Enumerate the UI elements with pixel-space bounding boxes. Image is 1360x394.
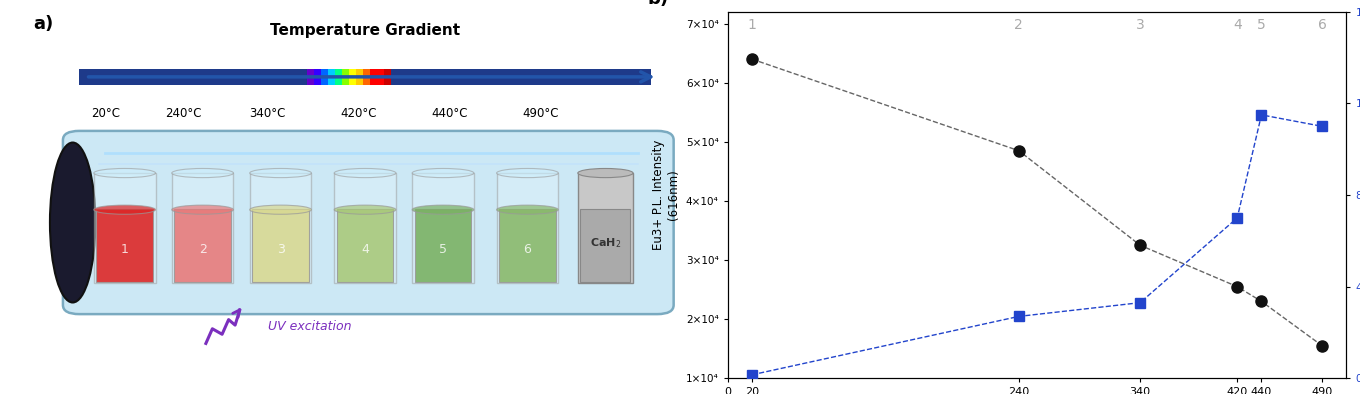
Bar bbox=[363, 69, 370, 85]
Text: a): a) bbox=[34, 15, 54, 33]
Text: 2: 2 bbox=[1015, 18, 1023, 32]
Bar bbox=[174, 208, 231, 282]
Ellipse shape bbox=[412, 169, 473, 178]
Ellipse shape bbox=[250, 205, 311, 214]
Bar bbox=[415, 208, 472, 282]
Text: 3: 3 bbox=[1136, 18, 1145, 32]
Ellipse shape bbox=[496, 205, 559, 214]
Bar bbox=[356, 69, 363, 85]
Bar bbox=[412, 173, 473, 283]
FancyBboxPatch shape bbox=[63, 131, 673, 314]
Bar bbox=[328, 69, 335, 85]
Bar bbox=[348, 69, 356, 85]
Y-axis label: Eu3+ P.L. Intensity
(616nm): Eu3+ P.L. Intensity (616nm) bbox=[653, 140, 680, 250]
Text: 240°C: 240°C bbox=[165, 107, 201, 120]
Bar bbox=[321, 69, 328, 85]
Ellipse shape bbox=[171, 169, 234, 178]
Bar bbox=[377, 69, 384, 85]
Ellipse shape bbox=[335, 205, 396, 214]
Text: 20°C: 20°C bbox=[91, 107, 120, 120]
Bar bbox=[306, 69, 314, 85]
Bar bbox=[171, 173, 234, 283]
Bar bbox=[499, 208, 556, 282]
Ellipse shape bbox=[250, 169, 311, 178]
Bar bbox=[79, 69, 651, 85]
Text: 420°C: 420°C bbox=[340, 107, 377, 120]
Bar bbox=[253, 208, 309, 282]
Bar bbox=[314, 69, 321, 85]
Ellipse shape bbox=[578, 169, 632, 178]
Bar bbox=[384, 69, 392, 85]
Text: 440°C: 440°C bbox=[431, 107, 468, 120]
Bar bbox=[250, 173, 311, 283]
Bar bbox=[94, 173, 155, 283]
Bar bbox=[337, 208, 393, 282]
Text: 6: 6 bbox=[524, 243, 532, 256]
Text: CaH$_2$: CaH$_2$ bbox=[590, 236, 622, 249]
Bar bbox=[370, 69, 377, 85]
Bar bbox=[578, 173, 632, 283]
Ellipse shape bbox=[171, 205, 234, 214]
Bar bbox=[335, 173, 396, 283]
Bar bbox=[581, 208, 631, 282]
Text: 1: 1 bbox=[748, 18, 756, 32]
Ellipse shape bbox=[94, 169, 155, 178]
Text: 340°C: 340°C bbox=[249, 107, 286, 120]
Text: UV excitation: UV excitation bbox=[268, 320, 351, 333]
Text: 1: 1 bbox=[121, 243, 129, 256]
Text: 2: 2 bbox=[199, 243, 207, 256]
Bar bbox=[97, 208, 152, 282]
Ellipse shape bbox=[50, 143, 95, 303]
Text: Temperature Gradient: Temperature Gradient bbox=[271, 23, 460, 38]
Text: 4: 4 bbox=[362, 243, 369, 256]
Text: 3: 3 bbox=[276, 243, 284, 256]
Text: 5: 5 bbox=[439, 243, 447, 256]
Text: 490°C: 490°C bbox=[522, 107, 559, 120]
Ellipse shape bbox=[496, 169, 559, 178]
Text: 6: 6 bbox=[1318, 18, 1326, 32]
Ellipse shape bbox=[412, 205, 473, 214]
Bar bbox=[335, 69, 341, 85]
Text: 5: 5 bbox=[1257, 18, 1266, 32]
Ellipse shape bbox=[94, 205, 155, 214]
Bar bbox=[341, 69, 348, 85]
Ellipse shape bbox=[335, 169, 396, 178]
Bar bbox=[496, 173, 559, 283]
Text: 4: 4 bbox=[1232, 18, 1242, 32]
Text: b): b) bbox=[647, 0, 668, 8]
